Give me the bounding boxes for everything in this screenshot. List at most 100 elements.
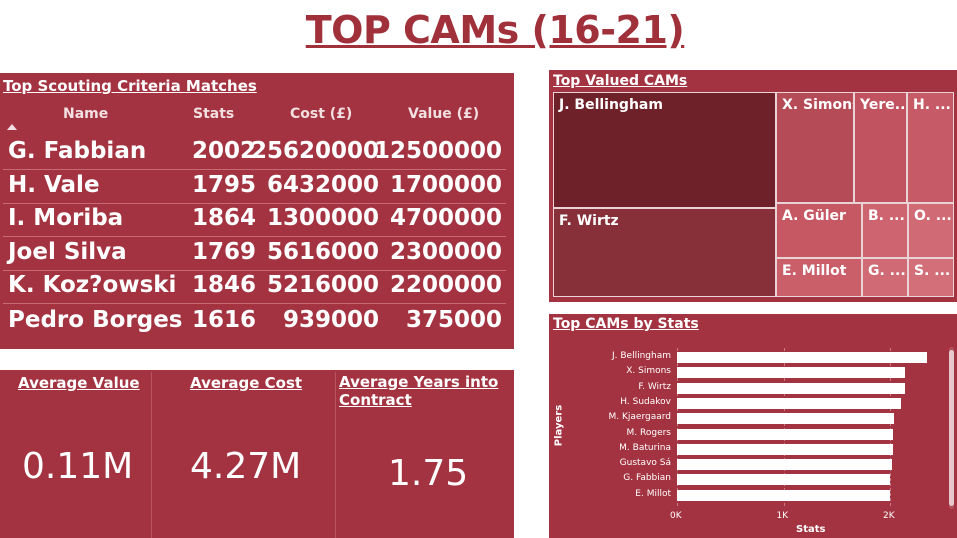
treemap-title: Top Valued CAMs: [553, 73, 688, 89]
y-tick-label: M. Rogers: [626, 427, 671, 438]
column-header-name[interactable]: Name: [63, 106, 109, 122]
tile-label: X. Simons: [782, 97, 854, 113]
bar-chart-panel: [549, 314, 957, 538]
y-tick-label: J. Bellingham: [612, 351, 671, 361]
treemap-tile[interactable]: S. ...: [908, 258, 954, 297]
y-tick-label: F. Wirtz: [638, 381, 671, 392]
player-stats: 1846: [191, 272, 256, 298]
player-value: 375000: [405, 307, 502, 333]
bar[interactable]: [677, 474, 891, 486]
player-cost: 939000: [282, 307, 379, 333]
bar[interactable]: [677, 443, 894, 455]
player-name: I. Moriba: [8, 205, 124, 231]
x-tick-label: 0K: [670, 511, 682, 521]
kpi-panel: [0, 370, 514, 538]
average-value-card: 0.11M: [22, 446, 134, 487]
treemap-tile[interactable]: F. Wirtz: [553, 208, 776, 297]
tile-label: B. ...: [868, 208, 905, 224]
table-row[interactable]: I. Moriba 1864 1300000 4700000: [3, 203, 506, 237]
player-name: Joel Silva: [8, 239, 127, 265]
player-value: 2200000: [389, 272, 502, 298]
tile-label: Yere...: [860, 97, 907, 113]
gridline: [783, 348, 786, 506]
table-row[interactable]: Joel Silva 1769 5616000 2300000: [3, 237, 506, 271]
treemap-tile[interactable]: E. Millot: [776, 258, 862, 297]
player-stats: 2002: [191, 138, 256, 164]
treemap-tile[interactable]: Yere...: [854, 92, 907, 203]
bar[interactable]: [677, 489, 890, 501]
bar[interactable]: [677, 367, 905, 379]
kpi-divider: [335, 372, 336, 538]
y-tick-label: H. Sudakov: [620, 396, 671, 407]
column-header-cost[interactable]: Cost (£): [290, 106, 353, 122]
treemap-tile[interactable]: H. ...: [907, 92, 954, 203]
y-tick-label: E. Millot: [635, 488, 671, 499]
table-row[interactable]: G. Fabbian 2002 25620000 12500000: [3, 136, 506, 170]
tile-label: E. Millot: [782, 263, 847, 279]
average-cost-label: Average Cost: [190, 374, 303, 392]
tile-label: H. ...: [913, 97, 951, 113]
y-tick-label: M. Baturina: [619, 442, 671, 453]
average-years-label: Average Years into Contract: [339, 373, 499, 409]
kpi-divider: [151, 372, 152, 538]
player-name: Pedro Borges: [8, 307, 183, 333]
bar[interactable]: [677, 352, 928, 363]
treemap-tile[interactable]: A. Güler: [776, 203, 862, 258]
treemap-tile[interactable]: O. ...: [908, 203, 954, 258]
bar[interactable]: [677, 382, 905, 394]
player-cost: 5216000: [266, 272, 379, 298]
y-tick-label: G. Fabbian: [623, 473, 671, 484]
table-row[interactable]: K. Koz?owski 1846 5216000 2200000: [3, 270, 506, 304]
y-tick-label: M. Kjaergaard: [608, 412, 671, 423]
treemap-tile[interactable]: B. ...: [862, 203, 908, 258]
table-row[interactable]: Pedro Borges 1616 939000 375000: [3, 305, 506, 338]
average-cost-card: 4.27M: [190, 446, 302, 487]
bar[interactable]: [677, 459, 893, 471]
x-tick-label: 2K: [883, 511, 895, 521]
gridline: [677, 348, 679, 506]
treemap-tile[interactable]: J. Bellingham: [553, 92, 776, 208]
y-axis-title: Players: [553, 404, 565, 447]
table-row[interactable]: H. Vale 1795 6432000 1700000: [3, 170, 506, 204]
y-tick-label: X. Simons: [626, 366, 671, 377]
player-value: 1700000: [389, 172, 502, 198]
treemap-tile[interactable]: G. ...: [862, 258, 908, 297]
player-value: 2300000: [389, 239, 502, 265]
tile-label: F. Wirtz: [559, 213, 619, 229]
column-header-value[interactable]: Value (£): [408, 106, 480, 122]
tile-label: S. ...: [914, 263, 951, 279]
x-axis-title: Stats: [796, 524, 826, 535]
gridline: [890, 348, 892, 506]
player-cost: 25620000: [250, 138, 379, 164]
tile-label: A. Güler: [782, 208, 846, 224]
player-cost: 5616000: [266, 239, 379, 265]
y-tick-label: Gustavo Sá: [619, 458, 671, 469]
tile-label: J. Bellingham: [559, 97, 663, 113]
bar[interactable]: [677, 413, 894, 425]
tile-label: G. ...: [868, 263, 906, 279]
average-value-label: Average Value: [18, 374, 140, 392]
player-cost: 1300000: [266, 205, 379, 231]
sort-ascending-icon[interactable]: [7, 124, 17, 130]
player-cost: 6432000: [266, 172, 379, 198]
player-name: K. Koz?owski: [8, 272, 177, 298]
player-stats: 1795: [191, 172, 256, 198]
bar-chart-title: Top CAMs by Stats: [553, 316, 699, 332]
x-tick-label: 1K: [776, 511, 789, 521]
scouting-table-title: Top Scouting Criteria Matches: [3, 77, 257, 95]
player-stats: 1616: [191, 307, 256, 333]
bar[interactable]: [677, 397, 901, 409]
tile-label: O. ...: [914, 208, 952, 224]
scrollbar-thumb[interactable]: [949, 350, 954, 506]
player-name: H. Vale: [8, 172, 100, 198]
treemap-tile[interactable]: X. Simons: [776, 92, 854, 203]
player-value: 12500000: [373, 138, 502, 164]
player-stats: 1769: [191, 239, 256, 265]
page-title: TOP CAMs (16-21): [305, 8, 685, 52]
player-name: G. Fabbian: [8, 138, 147, 164]
bar[interactable]: [677, 428, 894, 440]
player-stats: 1864: [191, 205, 256, 231]
column-header-stats[interactable]: Stats: [193, 106, 235, 122]
player-value: 4700000: [389, 205, 502, 231]
average-years-card: 1.75: [388, 453, 469, 494]
